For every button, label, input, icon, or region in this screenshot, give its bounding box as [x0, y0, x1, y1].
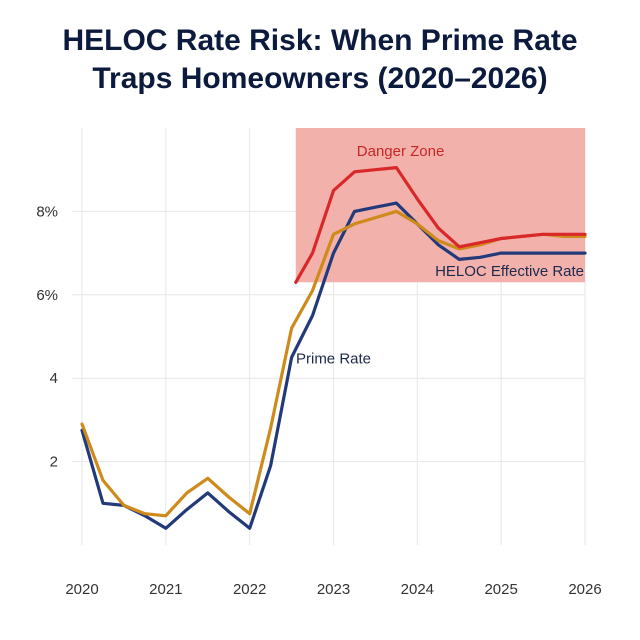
x-tick-label: 2025: [484, 581, 517, 598]
annotation-0: HELOC Effective Rate: [435, 263, 584, 280]
x-tick-label: 2020: [65, 581, 98, 598]
y-tick-label: 8%: [36, 203, 58, 220]
x-tick-label: 2026: [568, 581, 601, 598]
annotation-1: Prime Rate: [296, 351, 371, 368]
chart-title: HELOC Rate Risk: When Prime Rate Traps H…: [0, 22, 640, 98]
danger-zone-region: [295, 128, 585, 283]
y-tick-label: 4: [50, 370, 58, 387]
chart-title-line-1: HELOC Rate Risk: When Prime Rate: [62, 24, 578, 57]
x-tick-label: 2023: [317, 581, 350, 598]
series-line-0: [80, 201, 587, 530]
x-tick-label: 2021: [149, 581, 182, 598]
y-tick-label: 6%: [36, 287, 58, 304]
danger-zone-label: Danger Zone: [357, 143, 445, 160]
chart-title-line-2: Traps Homeowners (2020–2026): [92, 62, 548, 95]
x-tick-label: 2024: [401, 581, 434, 598]
series-line-2: [294, 166, 587, 284]
x-tick-label: 2022: [233, 581, 266, 598]
y-tick-label: 2: [50, 454, 58, 471]
